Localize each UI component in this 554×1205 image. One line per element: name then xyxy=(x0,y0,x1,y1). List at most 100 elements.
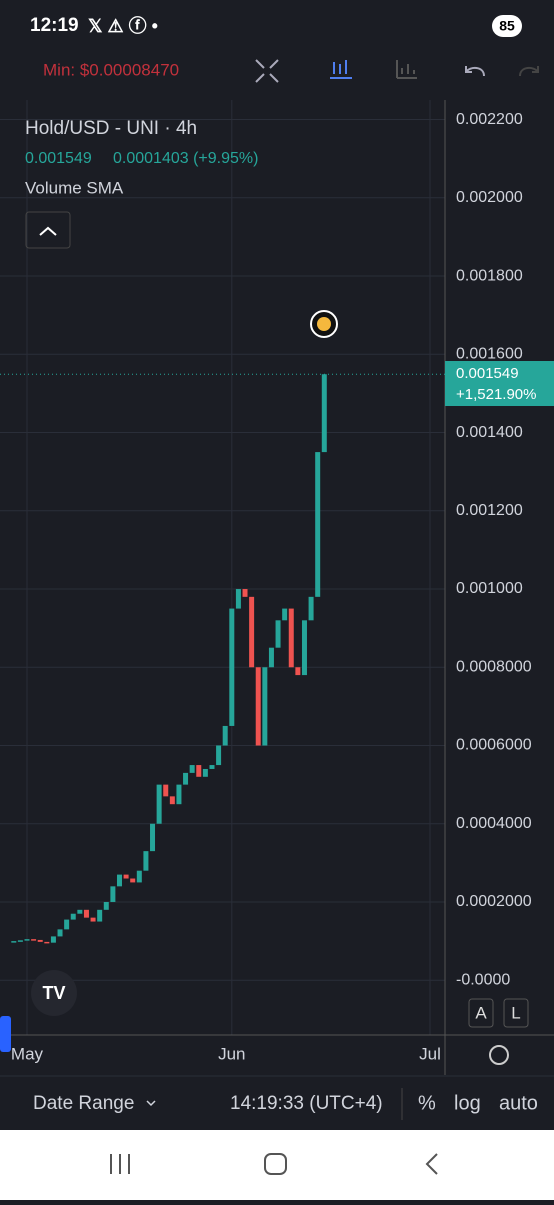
candle xyxy=(143,851,149,871)
candle xyxy=(308,596,314,621)
candle xyxy=(235,589,241,609)
candle xyxy=(255,667,261,746)
scale-button[interactable] xyxy=(503,998,529,1028)
candle xyxy=(169,796,175,805)
candle xyxy=(288,608,294,668)
status-icons: 𝕏 ⚠ ⓕ • xyxy=(88,15,158,36)
candle xyxy=(11,941,17,943)
candle xyxy=(150,823,156,852)
percent-toggle[interactable]: % xyxy=(418,1092,436,1114)
candle xyxy=(216,745,222,766)
y-tick-label: 0.001800 xyxy=(456,267,523,284)
x-tick-label: May xyxy=(11,1044,44,1063)
settings-icon[interactable] xyxy=(489,1045,509,1065)
legend-title: Hold/USD - UNI · 4h xyxy=(25,118,197,139)
x-tick-label: Jun xyxy=(218,1044,245,1063)
candle xyxy=(268,647,274,668)
status-time: 12:19 xyxy=(30,15,79,36)
candle xyxy=(301,620,307,676)
y-tick-label: 0.001200 xyxy=(456,502,523,519)
candle xyxy=(130,878,136,883)
price-tag-change: +1,521.90% xyxy=(456,386,537,403)
candle xyxy=(90,917,96,922)
y-tick-label: 0.002200 xyxy=(456,111,523,128)
candle xyxy=(44,941,50,944)
candle xyxy=(202,768,208,777)
event-badge-icon xyxy=(317,317,331,331)
candle xyxy=(156,784,162,824)
nav-bar xyxy=(0,1130,554,1200)
candle xyxy=(189,765,195,773)
battery-level: 85 xyxy=(499,18,515,34)
candle xyxy=(116,874,122,887)
candle xyxy=(222,725,228,746)
x-tick-label: Jul xyxy=(419,1044,441,1063)
candle xyxy=(97,909,103,922)
candle xyxy=(242,589,248,597)
y-tick-label: 0.002000 xyxy=(456,189,523,206)
toolbar-icons xyxy=(255,59,539,83)
candle xyxy=(64,919,70,930)
chevron-down xyxy=(146,1100,156,1107)
tv-logo[interactable] xyxy=(31,970,77,1016)
candle xyxy=(249,596,255,668)
tv-logo-text: TV xyxy=(42,983,65,1003)
candle xyxy=(209,765,215,769)
candle xyxy=(17,940,23,942)
auto-toggle[interactable]: auto xyxy=(499,1092,538,1114)
candle xyxy=(163,784,169,797)
y-tick-label: 0.0002000 xyxy=(456,893,532,910)
candle xyxy=(176,784,182,805)
scale-button-label: L xyxy=(511,1003,520,1022)
price-tag-price: 0.001549 xyxy=(456,365,519,382)
y-tick-label: 0.0006000 xyxy=(456,737,532,754)
candle xyxy=(123,874,129,879)
date-range[interactable]: Date Range xyxy=(33,1093,134,1114)
side-tab[interactable] xyxy=(0,1016,11,1052)
candle xyxy=(103,901,109,910)
candle xyxy=(70,913,76,920)
legend-indicator: Volume SMA xyxy=(25,178,124,197)
candle xyxy=(315,452,321,597)
y-tick-label: 0.001600 xyxy=(456,346,523,363)
candle xyxy=(229,608,235,726)
y-tick-label: 0.001000 xyxy=(456,580,523,597)
scale-button-label: A xyxy=(475,1003,487,1022)
candle xyxy=(183,772,189,785)
legend-change: 0.0001403 (+9.95%) xyxy=(113,150,258,167)
candle xyxy=(50,936,56,943)
candle xyxy=(83,909,89,918)
candle xyxy=(282,608,288,621)
y-tick-label: 0.0008000 xyxy=(456,658,532,675)
candle xyxy=(37,939,43,942)
candle xyxy=(295,667,301,676)
candle xyxy=(31,939,37,941)
clock: 14:19:33 (UTC+4) xyxy=(230,1093,383,1114)
battery xyxy=(492,15,522,37)
background xyxy=(0,0,554,1130)
candle xyxy=(77,909,83,914)
candle xyxy=(321,374,327,453)
chevron-up xyxy=(39,226,57,236)
nav-recent[interactable] xyxy=(110,1154,130,1174)
collapse-button[interactable] xyxy=(25,211,71,249)
candle xyxy=(196,765,202,777)
candle xyxy=(275,620,281,648)
price-tag xyxy=(445,361,554,406)
log-toggle[interactable]: log xyxy=(454,1092,481,1114)
candle xyxy=(57,929,63,937)
y-tick-label: 0.0004000 xyxy=(456,815,532,832)
nav-home[interactable] xyxy=(264,1153,287,1175)
min-label[interactable]: Min: $0.00008470 xyxy=(43,60,179,79)
scale-button[interactable] xyxy=(468,998,494,1028)
nav-back[interactable] xyxy=(425,1153,438,1175)
candle xyxy=(110,886,116,902)
chart: 0.002200 0.002000 0.001800 0.001600 0.001400… xyxy=(0,100,554,1075)
y-tick-label: 0.001400 xyxy=(456,424,523,441)
y-tick-label: -0.0000 xyxy=(456,971,510,988)
candle xyxy=(262,667,268,746)
candle xyxy=(136,870,142,883)
legend-price: 0.001549 xyxy=(25,150,92,167)
